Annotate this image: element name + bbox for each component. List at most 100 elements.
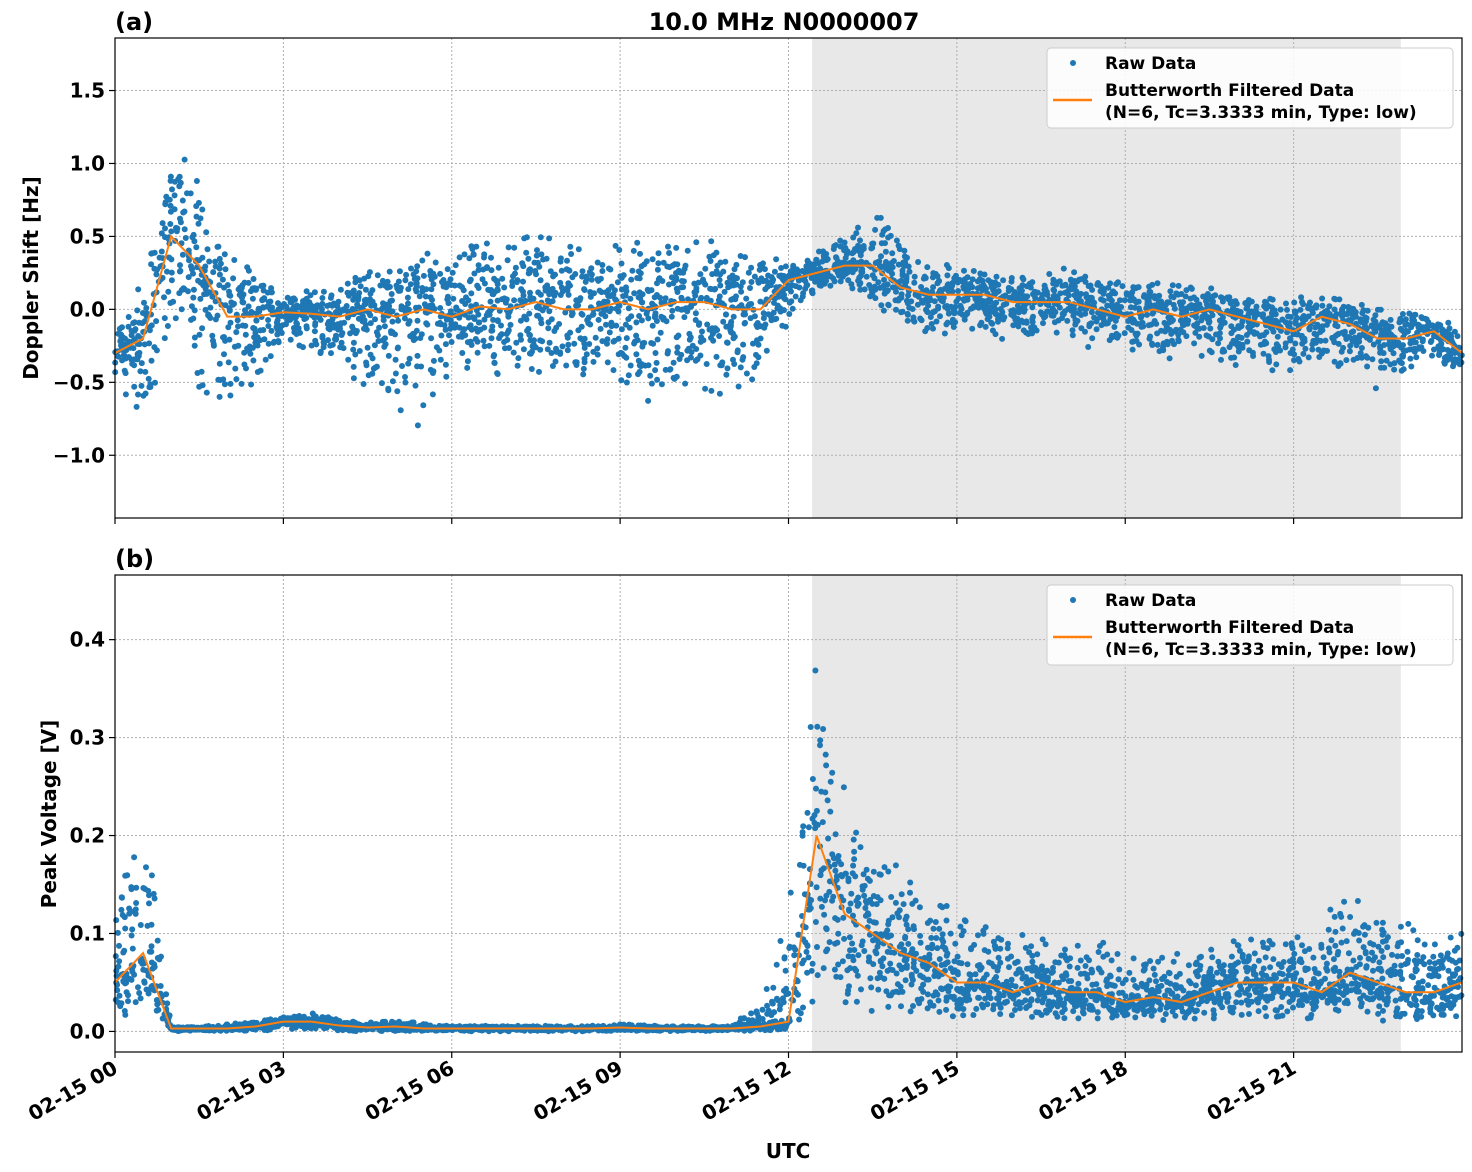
raw-data-point: [1113, 281, 1120, 287]
raw-data-point: [243, 365, 249, 372]
raw-data-point: [1291, 308, 1298, 315]
raw-data-point: [1138, 319, 1145, 326]
raw-data-point: [557, 279, 564, 286]
y-tick-label: 0.3: [70, 726, 105, 750]
raw-data-point: [685, 305, 692, 311]
raw-data-point: [504, 257, 511, 264]
raw-data-point: [816, 282, 823, 289]
raw-data-point: [948, 303, 955, 310]
raw-data-point: [1165, 326, 1171, 333]
raw-data-point: [612, 242, 619, 249]
raw-data-point: [1112, 290, 1119, 297]
raw-data-point: [1218, 294, 1224, 301]
raw-data-point: [1208, 349, 1215, 356]
raw-data-point: [1371, 321, 1378, 328]
raw-data-point: [1015, 292, 1022, 298]
raw-data-point: [150, 890, 157, 897]
raw-data-point: [932, 271, 939, 277]
raw-data-point: [1365, 335, 1372, 341]
raw-data-point: [693, 239, 700, 246]
raw-data-point: [244, 264, 251, 271]
raw-data-point: [1128, 295, 1135, 302]
raw-data-point: [125, 314, 132, 320]
raw-data-point: [1421, 325, 1428, 332]
raw-data-point: [233, 376, 240, 383]
y-tick-label: 1.0: [70, 151, 105, 175]
raw-data-point: [1250, 353, 1257, 359]
raw-data-point: [1050, 276, 1057, 283]
raw-data-point: [256, 308, 263, 315]
raw-data-point: [857, 272, 864, 279]
raw-data-point: [233, 329, 240, 336]
raw-data-point: [1169, 282, 1176, 289]
raw-data-point: [1005, 288, 1012, 294]
raw-data-point: [563, 266, 570, 273]
raw-data-point: [125, 323, 132, 330]
raw-data-point: [861, 286, 868, 293]
raw-data-point: [148, 261, 155, 268]
raw-data-point: [151, 961, 158, 968]
raw-data-point: [1319, 295, 1326, 302]
raw-data-point: [1427, 339, 1434, 345]
raw-data-point: [659, 278, 666, 284]
raw-data-point: [151, 249, 158, 256]
raw-data-point: [649, 300, 656, 307]
raw-data-point: [1398, 367, 1405, 374]
raw-data-point: [1358, 345, 1365, 351]
raw-data-point: [182, 235, 189, 241]
raw-data-point: [1239, 341, 1246, 348]
raw-data-point: [537, 277, 544, 284]
raw-data-point: [1257, 332, 1264, 339]
raw-data-point: [758, 262, 765, 269]
raw-data-point: [1047, 309, 1053, 316]
raw-data-point: [1331, 295, 1338, 302]
raw-data-point: [571, 340, 578, 347]
raw-data-point: [779, 322, 786, 329]
raw-data-point: [855, 277, 862, 284]
raw-data-point: [146, 900, 152, 907]
raw-data-point: [338, 339, 345, 346]
raw-data-point: [857, 286, 864, 293]
raw-data-point: [441, 322, 448, 329]
raw-data-point: [513, 279, 520, 286]
raw-data-point: [760, 310, 767, 317]
raw-data-point: [471, 270, 478, 277]
raw-data-point: [786, 284, 793, 291]
raw-data-point: [319, 295, 326, 301]
raw-data-point: [1274, 333, 1281, 340]
raw-data-point: [1378, 331, 1385, 338]
raw-data-point: [549, 363, 556, 369]
raw-data-point: [755, 341, 762, 348]
raw-data-point: [1319, 302, 1326, 309]
raw-data-point: [253, 285, 260, 292]
raw-data-point: [1387, 316, 1394, 323]
raw-data-point: [613, 305, 620, 312]
raw-data-point: [590, 311, 597, 318]
raw-data-point: [403, 271, 410, 278]
raw-data-point: [678, 306, 685, 313]
raw-data-point: [350, 346, 357, 353]
raw-data-point: [214, 312, 221, 319]
raw-data-point: [740, 341, 747, 348]
raw-data-point: [717, 271, 724, 278]
raw-data-point: [1402, 316, 1409, 323]
raw-data-point: [1027, 284, 1034, 291]
raw-data-point: [956, 278, 963, 285]
raw-data-point: [558, 267, 565, 274]
raw-data-point: [1326, 303, 1333, 310]
raw-data-point: [664, 263, 671, 270]
raw-data-point: [1154, 280, 1161, 287]
raw-data-point: [430, 357, 437, 364]
raw-data-point: [161, 315, 168, 322]
raw-data-point: [1286, 323, 1293, 330]
raw-data-point: [356, 290, 363, 296]
raw-data-point: [583, 273, 590, 280]
raw-data-point: [181, 226, 188, 233]
legend-filtered-params: (N=6, Tc=3.3333 min, Type: low): [1105, 103, 1417, 123]
raw-data-point: [815, 273, 822, 279]
raw-data-point: [118, 906, 125, 913]
raw-data-point: [345, 356, 352, 363]
raw-data-point: [696, 320, 703, 327]
raw-data-point: [301, 1013, 307, 1020]
raw-data-point: [693, 288, 700, 295]
